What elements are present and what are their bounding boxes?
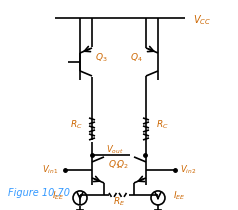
Text: $V_{CC}$: $V_{CC}$ bbox=[193, 13, 211, 27]
Text: Figure 10.70: Figure 10.70 bbox=[8, 188, 70, 198]
Text: $V_{in1}$: $V_{in1}$ bbox=[42, 164, 58, 176]
Text: $R_C$: $R_C$ bbox=[156, 119, 168, 131]
Text: $R_E$: $R_E$ bbox=[113, 196, 125, 208]
Text: $Q_2$: $Q_2$ bbox=[115, 159, 128, 171]
Text: $R_C$: $R_C$ bbox=[70, 119, 82, 131]
Text: $Q_1$: $Q_1$ bbox=[108, 159, 121, 171]
Text: $V_{out}$: $V_{out}$ bbox=[106, 144, 124, 156]
Text: $I_{EE}$: $I_{EE}$ bbox=[173, 190, 186, 202]
Text: $I_{EE}$: $I_{EE}$ bbox=[52, 190, 65, 202]
Text: $Q_4$: $Q_4$ bbox=[130, 52, 143, 64]
Text: $Q_3$: $Q_3$ bbox=[95, 52, 108, 64]
Text: $V_{in2}$: $V_{in2}$ bbox=[180, 164, 196, 176]
